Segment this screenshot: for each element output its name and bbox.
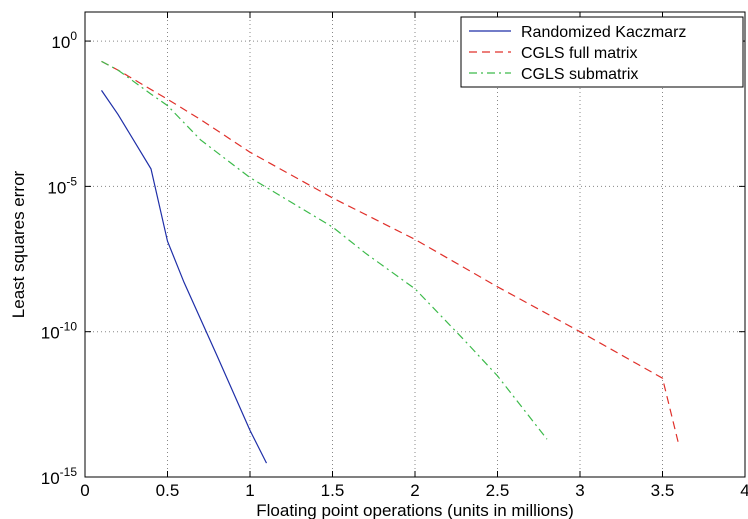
y-tick-base: 10 (51, 33, 70, 52)
y-tick-exponent: 0 (70, 29, 77, 43)
x-tick-label: 0 (80, 481, 89, 500)
x-tick-label: 3.5 (651, 481, 675, 500)
y-tick-label: 10-5 (47, 174, 77, 197)
series-lines (101, 60, 680, 464)
legend: Randomized Kaczmarz CGLS full matrix CGLS … (460, 16, 744, 88)
grid (85, 12, 745, 477)
series-line-0 (101, 90, 268, 464)
series-line-1 (101, 60, 680, 446)
y-axis-label: Least squares error (9, 170, 28, 318)
x-tick-label: 2.5 (486, 481, 510, 500)
x-axis-label: Floating point operations (units in mill… (256, 501, 574, 519)
x-tick-label: 2 (410, 481, 419, 500)
y-tick-base: 10 (41, 324, 60, 343)
x-tick-label: 1 (245, 481, 254, 500)
legend-label-2: CGLS submatrix (521, 66, 638, 83)
x-tick-label: 0.5 (156, 481, 180, 500)
y-tick-exponent: -15 (60, 465, 78, 479)
x-tick-label: 1.5 (321, 481, 345, 500)
y-tick-exponent: -5 (66, 174, 77, 188)
y-tick-exponent: -10 (60, 320, 78, 334)
y-tick-label: 100 (51, 29, 77, 52)
y-tick-base: 10 (47, 178, 66, 197)
y-tick-base: 10 (41, 469, 60, 488)
y-tick-label: 10-10 (41, 320, 78, 343)
x-tick-label: 3 (575, 481, 584, 500)
legend-label-1: CGLS full matrix (521, 45, 637, 62)
x-axis-ticks: 0 0.5 1 1.5 2 2.5 3 3.5 4 (80, 12, 748, 500)
legend-label-0: Randomized Kaczmarz (521, 24, 686, 41)
y-tick-label: 10-15 (41, 465, 78, 488)
x-tick-label: 4 (740, 481, 748, 500)
series-line-2 (101, 60, 548, 440)
